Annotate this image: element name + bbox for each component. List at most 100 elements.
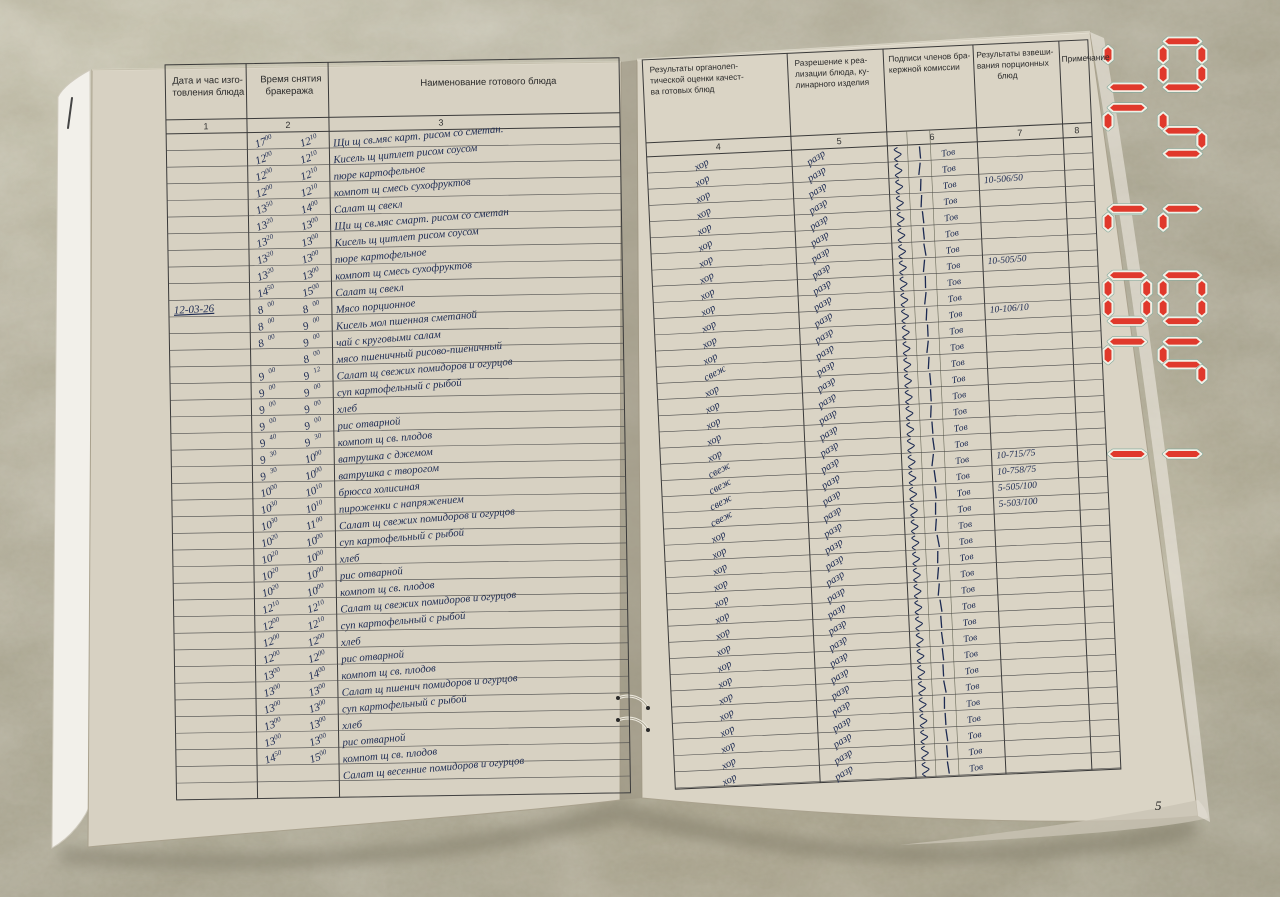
svg-text:хор: хор	[712, 594, 731, 611]
svg-text:00: 00	[271, 615, 281, 625]
svg-text:00: 00	[312, 331, 322, 341]
svg-text:50: 50	[273, 748, 283, 758]
svg-text:кержной комиссии: кержной комиссии	[889, 62, 961, 75]
svg-text:Тов: Тов	[941, 147, 956, 159]
svg-text:9: 9	[301, 320, 311, 333]
svg-text:9: 9	[258, 454, 268, 467]
svg-text:00: 00	[312, 348, 322, 358]
svg-text:30: 30	[312, 431, 323, 441]
svg-text:00: 00	[315, 565, 325, 575]
svg-text:хор: хор	[703, 416, 722, 433]
svg-text:50: 50	[265, 199, 275, 209]
svg-text:9: 9	[302, 370, 312, 383]
svg-text:Тов: Тов	[969, 762, 984, 774]
svg-text:Тов: Тов	[966, 698, 981, 710]
svg-text:хор: хор	[695, 222, 714, 239]
svg-text:Тов: Тов	[958, 520, 973, 532]
svg-text:хор: хор	[714, 642, 733, 659]
svg-text:00: 00	[312, 381, 322, 391]
svg-text:00: 00	[264, 166, 274, 176]
svg-text:00: 00	[316, 581, 326, 591]
svg-text:10-106/10: 10-106/10	[989, 303, 1029, 316]
svg-text:20: 20	[265, 216, 275, 226]
svg-text:10-715/75: 10-715/75	[996, 448, 1036, 461]
svg-text:50: 50	[266, 282, 276, 292]
svg-text:блюд: блюд	[997, 70, 1018, 81]
svg-text:Тов: Тов	[946, 261, 961, 273]
svg-text:хор: хор	[704, 432, 723, 449]
svg-text:вания порционных: вания порционных	[977, 57, 1050, 70]
svg-text:8: 8	[256, 304, 266, 317]
svg-text:Тов: Тов	[964, 665, 979, 677]
svg-text:9: 9	[258, 420, 268, 433]
svg-text:Тов: Тов	[963, 649, 978, 661]
svg-text:12-03-26: 12-03-26	[174, 303, 215, 317]
svg-text:Тов: Тов	[951, 374, 966, 386]
svg-text:00: 00	[315, 548, 325, 558]
svg-text:6: 6	[929, 132, 934, 142]
svg-text:Тов: Тов	[961, 600, 976, 612]
svg-text:20: 20	[270, 532, 280, 542]
svg-text:Тов: Тов	[967, 730, 982, 742]
svg-text:00: 00	[273, 732, 283, 742]
svg-text:хор: хор	[697, 270, 716, 287]
svg-text:00: 00	[318, 731, 328, 741]
svg-text:10: 10	[316, 614, 326, 624]
svg-text:хор: хор	[695, 238, 714, 255]
svg-text:00: 00	[267, 382, 277, 392]
svg-text:хор: хор	[715, 675, 734, 692]
svg-text:5-505/100: 5-505/100	[998, 481, 1038, 494]
svg-text:10: 10	[309, 132, 319, 142]
svg-text:Тов: Тов	[952, 390, 967, 402]
svg-text:хор: хор	[692, 157, 711, 174]
svg-text:00: 00	[316, 631, 326, 641]
svg-text:20: 20	[265, 232, 275, 242]
svg-text:00: 00	[267, 365, 277, 375]
svg-text:хор: хор	[700, 335, 719, 352]
svg-text:Дата и час изго-: Дата и час изго-	[172, 75, 243, 87]
svg-text:00: 00	[315, 531, 325, 541]
svg-text:00: 00	[318, 714, 328, 724]
svg-text:9: 9	[257, 370, 267, 383]
svg-text:хор: хор	[698, 303, 717, 320]
svg-text:Тов: Тов	[962, 617, 977, 629]
svg-text:00: 00	[272, 698, 282, 708]
svg-text:Тов: Тов	[957, 503, 972, 515]
svg-text:хор: хор	[710, 561, 729, 578]
svg-text:1: 1	[203, 121, 208, 131]
svg-text:Тов: Тов	[942, 180, 957, 192]
svg-text:товления блюда: товления блюда	[172, 87, 245, 99]
svg-text:00: 00	[267, 332, 277, 342]
svg-text:10: 10	[316, 598, 326, 608]
svg-text:20: 20	[266, 266, 276, 276]
svg-text:хор: хор	[696, 254, 715, 271]
svg-text:8: 8	[302, 353, 312, 366]
svg-text:5-503/100: 5-503/100	[998, 497, 1038, 510]
svg-text:00: 00	[266, 315, 276, 325]
svg-text:00: 00	[313, 448, 323, 458]
svg-text:хор: хор	[693, 189, 712, 206]
svg-text:00: 00	[310, 232, 320, 242]
svg-text:Тов: Тов	[956, 487, 971, 499]
svg-text:10: 10	[309, 182, 319, 192]
svg-text:Тов: Тов	[945, 244, 960, 256]
svg-text:00: 00	[313, 398, 323, 408]
svg-text:00: 00	[272, 682, 282, 692]
svg-text:ва готовых блюд: ва готовых блюд	[650, 84, 714, 97]
svg-text:00: 00	[310, 215, 320, 225]
svg-text:10: 10	[314, 498, 324, 508]
svg-text:00: 00	[272, 665, 282, 675]
svg-text:8: 8	[301, 303, 311, 316]
svg-text:00: 00	[311, 298, 321, 308]
svg-text:10-758/75: 10-758/75	[997, 464, 1037, 477]
svg-text:8: 8	[1074, 125, 1079, 135]
svg-text:хор: хор	[703, 400, 722, 417]
svg-text:Тов: Тов	[947, 277, 962, 289]
svg-text:2: 2	[285, 120, 290, 130]
svg-text:9: 9	[303, 420, 313, 433]
svg-text:Тов: Тов	[952, 406, 967, 418]
svg-text:хор: хор	[719, 756, 738, 773]
svg-text:00: 00	[271, 632, 281, 642]
svg-text:5: 5	[836, 136, 841, 146]
svg-text:9: 9	[302, 336, 312, 349]
